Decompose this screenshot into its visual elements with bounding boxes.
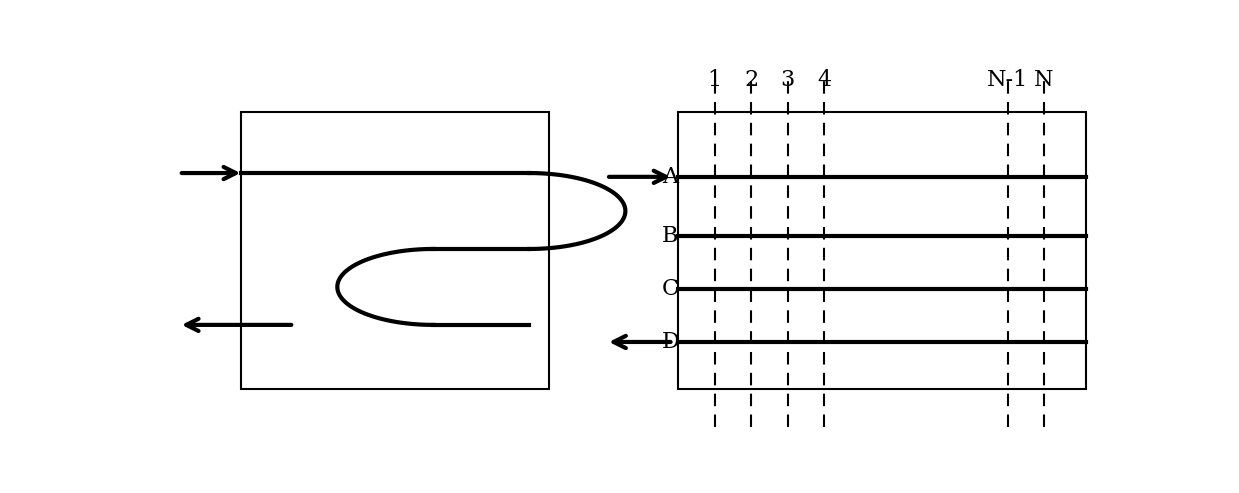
Text: 2: 2 xyxy=(745,70,758,91)
Text: A: A xyxy=(662,166,678,188)
Text: 4: 4 xyxy=(817,70,831,91)
Text: N-1: N-1 xyxy=(987,70,1028,91)
Text: D: D xyxy=(662,331,680,353)
Bar xyxy=(678,112,1087,389)
Bar xyxy=(242,112,549,389)
Text: 3: 3 xyxy=(781,70,794,91)
Text: N: N xyxy=(1035,70,1054,91)
Text: B: B xyxy=(662,225,678,246)
Text: C: C xyxy=(662,278,679,300)
Text: 1: 1 xyxy=(707,70,722,91)
